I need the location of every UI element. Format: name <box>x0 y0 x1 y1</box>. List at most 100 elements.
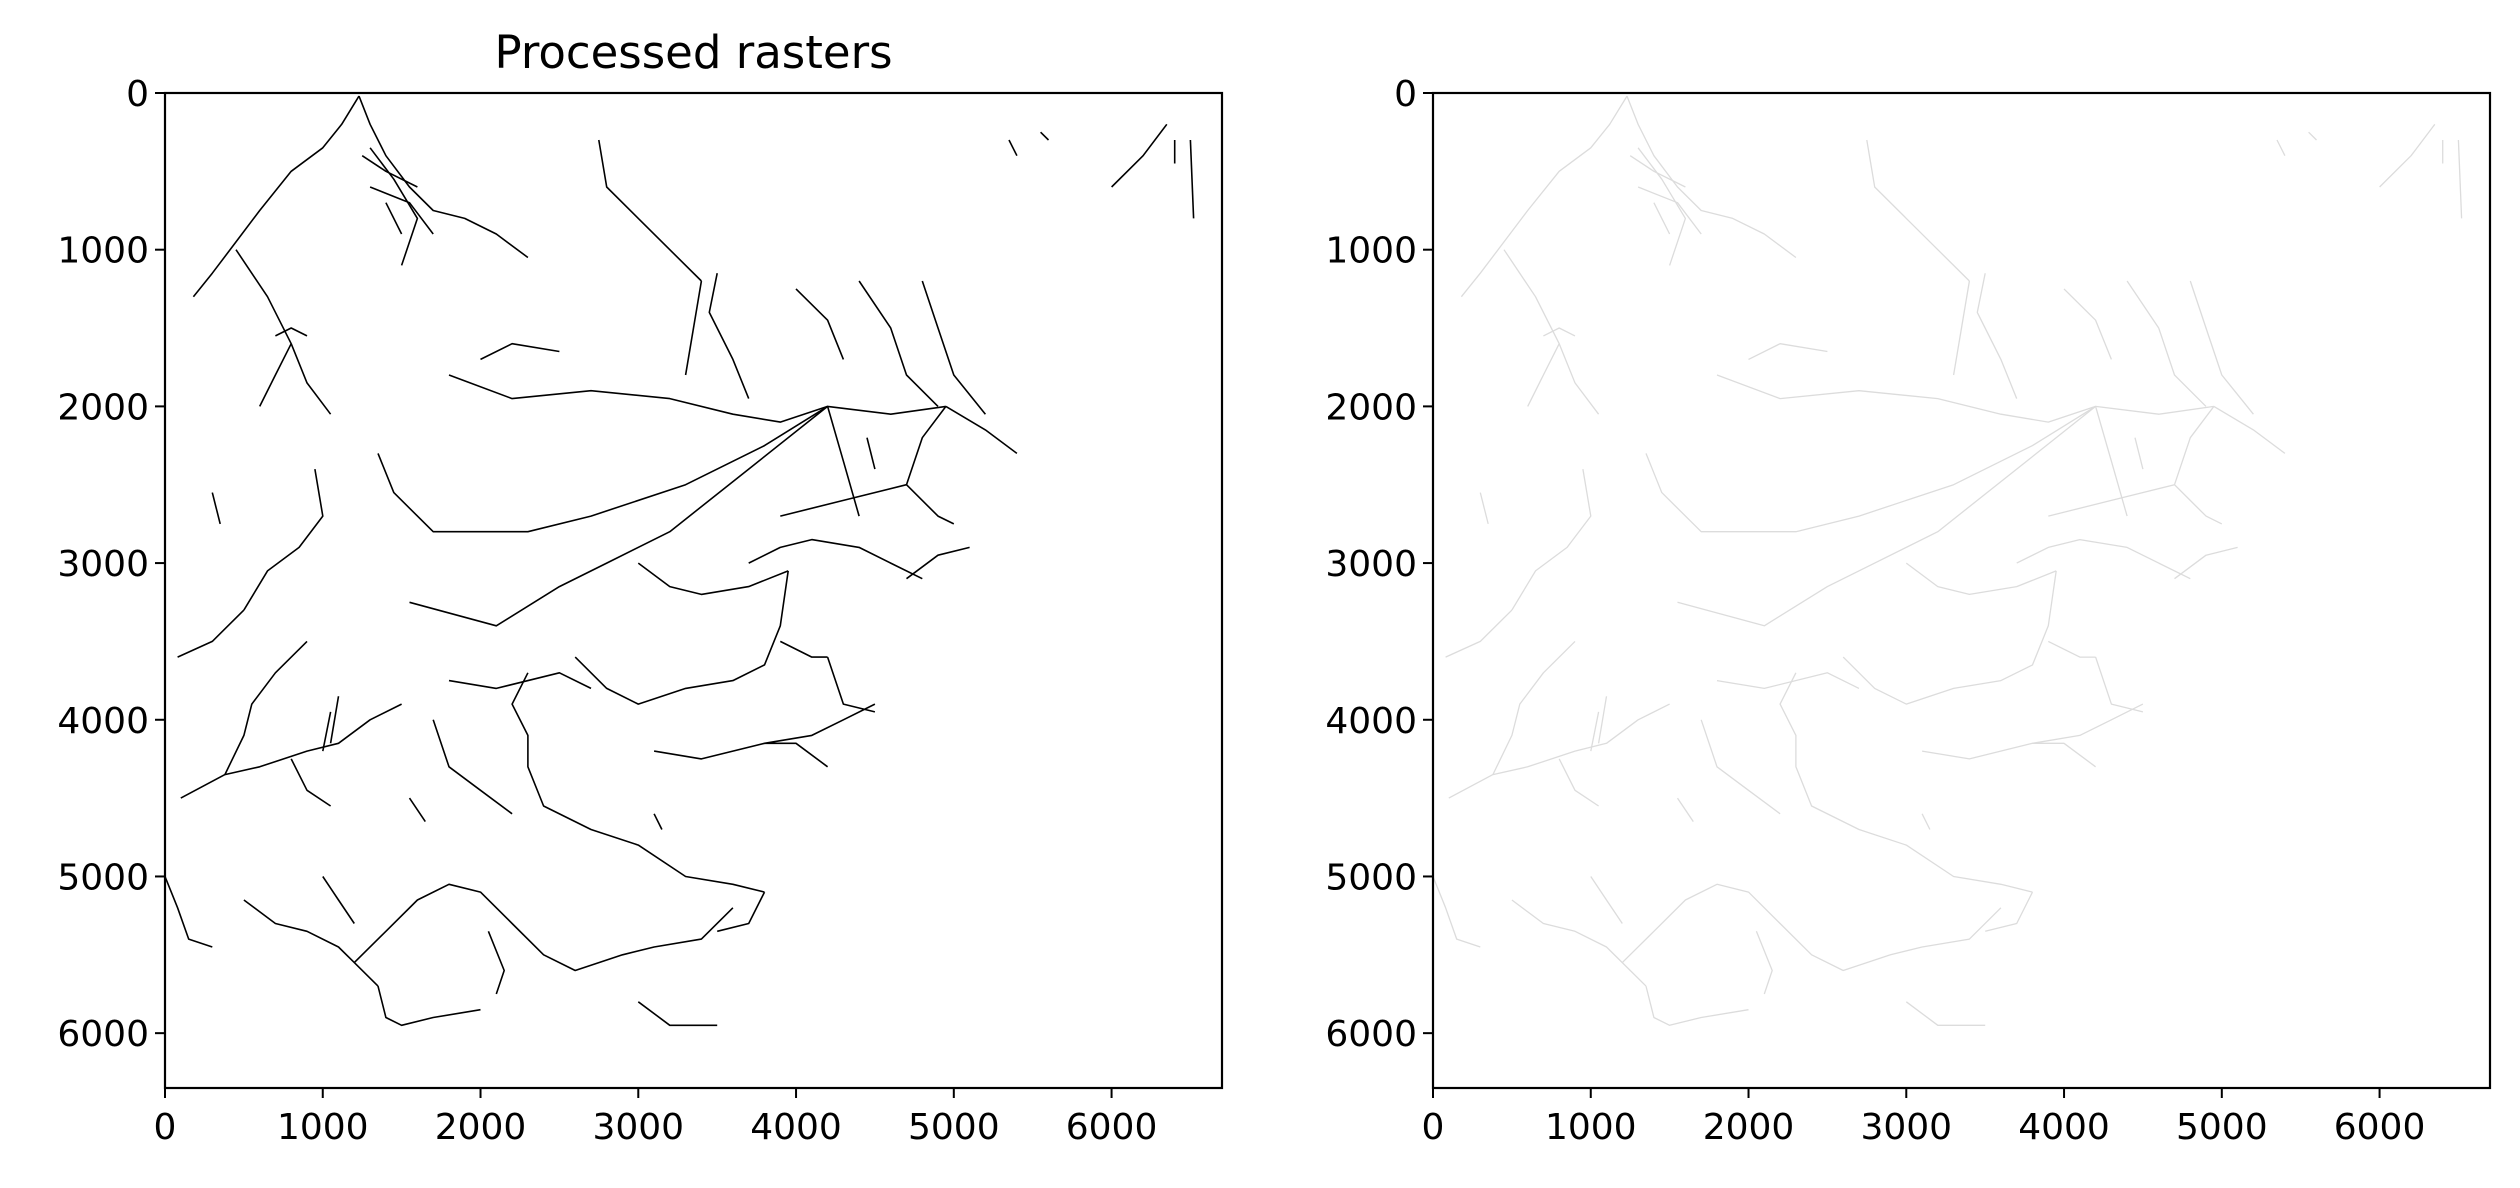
stream-line <box>2032 742 2096 768</box>
stream-network-raster-faint <box>1432 95 2463 1026</box>
stream-line <box>1637 186 1702 235</box>
y-tick-label: 6000 <box>57 1014 149 1055</box>
stream-line <box>1445 609 1513 658</box>
stream-line <box>329 696 340 744</box>
stream-line <box>1543 327 1576 337</box>
y-tick-label: 2000 <box>57 387 149 428</box>
stream-line <box>290 758 332 807</box>
y-axis-ticks: 0 1000 2000 3000 4000 5000 6000 <box>57 74 165 1055</box>
stream-line <box>1952 280 1971 376</box>
y-axis-ticks: 0 1000 2000 3000 4000 5000 6000 <box>1325 74 1433 1055</box>
stream-line <box>2189 280 2254 415</box>
stream-line <box>2016 538 2191 580</box>
stream-line <box>511 672 765 893</box>
y-tick-label: 1000 <box>1325 231 1417 272</box>
stream-line <box>1008 139 1018 157</box>
x-tick-label: 2000 <box>435 1107 527 1148</box>
x-axis-ticks: 0 1000 2000 3000 4000 5000 6000 <box>1422 1088 2425 1148</box>
y-tick-label: 6000 <box>1325 1014 1417 1055</box>
stream-line <box>211 492 221 525</box>
x-tick-label: 4000 <box>750 1107 842 1148</box>
y-tick-label: 2000 <box>1325 387 1417 428</box>
stream-line <box>1716 374 2214 423</box>
stream-line <box>2126 280 2207 407</box>
stream-line <box>1511 468 1592 611</box>
stream-line <box>432 719 513 815</box>
x-tick-label: 0 <box>154 1107 177 1148</box>
stream-line <box>1626 95 1797 259</box>
stream-line <box>480 342 560 361</box>
stream-line <box>1905 562 2057 596</box>
stream-line <box>1653 202 1671 235</box>
stream-line <box>906 546 970 580</box>
x-tick-label: 5000 <box>908 1107 1000 1148</box>
stream-line <box>353 883 734 972</box>
stream-line <box>653 703 876 760</box>
stream-line <box>369 186 434 235</box>
stream-line <box>2134 437 2144 470</box>
stream-line <box>2457 139 2463 219</box>
stream-line <box>1479 492 1489 525</box>
stream-line <box>1779 672 2033 893</box>
x-tick-label: 5000 <box>2176 1107 2268 1148</box>
stream-line <box>1755 931 1773 995</box>
stream-line <box>258 343 292 407</box>
x-tick-label: 1000 <box>1545 1107 1637 1148</box>
stream-line <box>1985 891 2034 932</box>
y-tick-label: 3000 <box>57 544 149 585</box>
stream-line <box>1111 123 1168 188</box>
y-tick-label: 4000 <box>1325 701 1417 742</box>
stream-line <box>779 640 828 658</box>
stream-line <box>243 468 324 611</box>
stream-line <box>1527 343 1560 407</box>
y-tick-label: 5000 <box>1325 857 1417 898</box>
y-tick-label: 1000 <box>57 231 149 272</box>
stream-line <box>369 147 419 266</box>
stream-line <box>637 1001 718 1027</box>
stream-line <box>2379 123 2436 188</box>
stream-line <box>1905 1001 1986 1026</box>
stream-line <box>1976 273 2018 399</box>
stream-line <box>243 899 379 987</box>
stream-line <box>1676 797 1694 822</box>
x-tick-label: 0 <box>1422 1107 1445 1148</box>
stream-line <box>177 609 245 658</box>
stream-line <box>275 327 308 337</box>
stream-line <box>224 640 308 775</box>
stream-line <box>1590 711 1600 752</box>
stream-line <box>1637 147 1687 266</box>
stream-line <box>1558 758 1599 807</box>
x-tick-label: 4000 <box>2018 1107 2110 1148</box>
x-tick-label: 3000 <box>592 1107 684 1148</box>
stream-line <box>385 202 403 235</box>
stream-line <box>764 742 829 768</box>
stream-line <box>1189 139 1195 219</box>
axes-frame <box>163 91 1224 1090</box>
stream-line <box>2276 139 2286 156</box>
x-tick-label: 3000 <box>1860 1107 1952 1148</box>
stream-line <box>653 813 663 830</box>
stream-line <box>487 931 506 995</box>
stream-line <box>858 280 939 407</box>
stream-line <box>748 538 923 580</box>
stream-line <box>1511 899 1647 987</box>
x-tick-label: 1000 <box>277 1107 369 1148</box>
stream-line <box>1921 703 2144 760</box>
stream-line <box>1842 570 2057 705</box>
stream-line <box>1677 405 2097 627</box>
axes-frame <box>1431 91 2492 1090</box>
stream-line <box>637 562 789 596</box>
left-raster-panel: Processed rasters 0 1000 2000 3000 4000 5000 6… <box>57 26 1224 1148</box>
stream-line <box>2174 546 2238 580</box>
stream-network-raster <box>164 95 1195 1027</box>
stream-line <box>795 288 845 360</box>
stream-line <box>1460 95 1628 298</box>
stream-line <box>2048 484 2175 517</box>
stream-line <box>1629 155 1686 188</box>
y-tick-label: 0 <box>1394 74 1417 115</box>
stream-line <box>1590 876 1623 924</box>
stream-line <box>408 797 426 823</box>
stream-line <box>1597 696 1608 744</box>
stream-line <box>448 671 592 690</box>
